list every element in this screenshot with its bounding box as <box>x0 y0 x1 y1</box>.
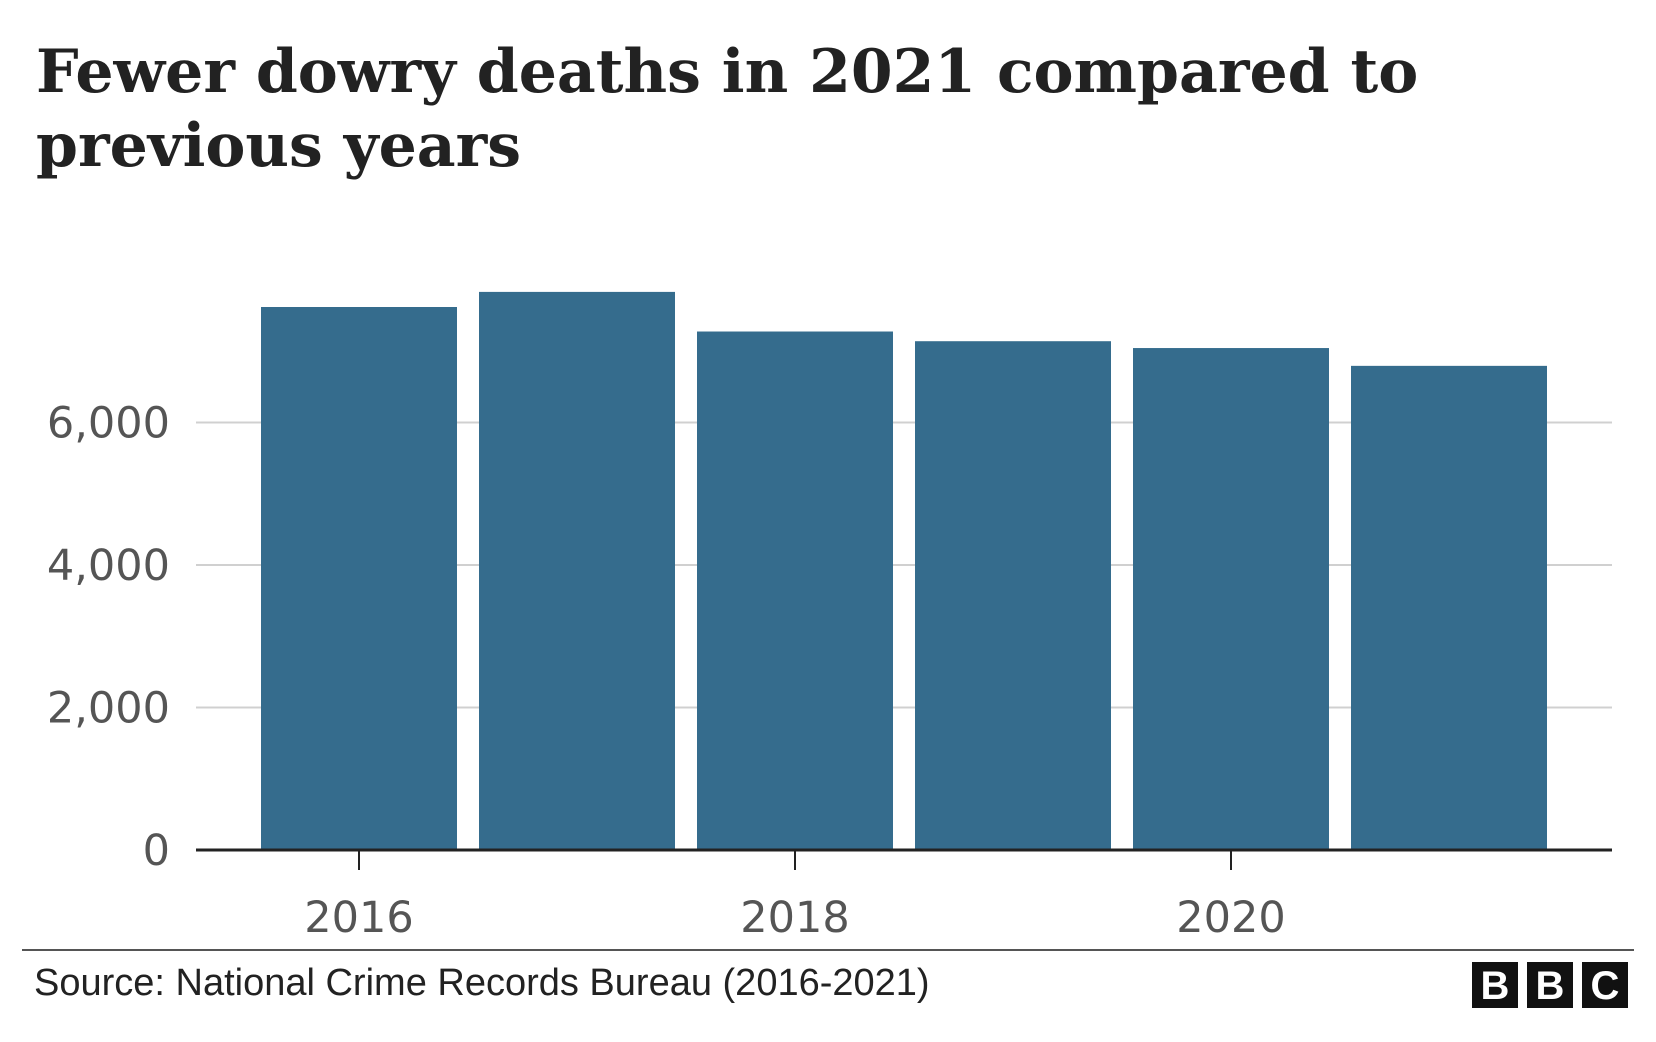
bbc-logo-letter-3: C <box>1591 964 1620 1008</box>
x-axis-labels: 2016 2018 2020 <box>304 893 1285 943</box>
bar-2021 <box>1351 365 1547 850</box>
x-axis <box>196 848 1612 870</box>
bbc-logo-letter-1: B <box>1481 964 1510 1008</box>
y-tick-label: 6,000 <box>47 399 170 449</box>
bbc-logo-block-3 <box>1582 962 1628 1008</box>
chart-title-line-2: previous years <box>36 111 521 181</box>
source-note: Source: National Crime Records Bureau (2… <box>34 962 930 1004</box>
y-tick-label: 2,000 <box>47 684 170 734</box>
y-tick-label: 4,000 <box>47 541 170 591</box>
bbc-logo-letter-2: B <box>1536 964 1565 1008</box>
bars <box>261 291 1547 850</box>
bar-2020 <box>1133 348 1329 850</box>
bbc-logo: B B C <box>1472 962 1628 1008</box>
x-tick-label: 2020 <box>1176 893 1285 943</box>
x-tick-label: 2018 <box>740 893 849 943</box>
bar-2019 <box>915 341 1111 850</box>
chart-title-line-1: Fewer dowry deaths in 2021 compared to <box>36 37 1418 107</box>
bbc-logo-block-1 <box>1472 962 1518 1008</box>
y-axis-labels: 0 2,000 4,000 6,000 <box>47 399 170 877</box>
x-tick-label: 2016 <box>304 893 413 943</box>
bar-2016 <box>261 307 457 850</box>
bar-2018 <box>697 331 893 850</box>
bbc-logo-block-2 <box>1527 962 1573 1008</box>
y-tick-label: 0 <box>143 826 170 876</box>
bar-2017 <box>479 291 675 850</box>
